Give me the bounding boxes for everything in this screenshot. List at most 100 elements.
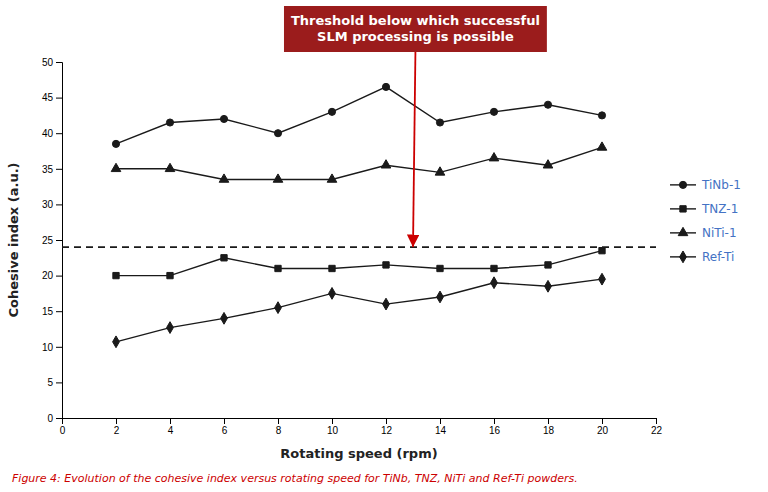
annotation-box [284,6,547,52]
series-point [329,288,336,300]
y-tick-label: 40 [42,128,54,139]
y-axis: 0 5 10 15 20 25 30 35 40 45 50 [42,57,63,424]
series-point [275,302,282,314]
annotation-arrow [413,52,415,247]
series-point [113,272,119,278]
y-tick-label: 0 [47,413,53,424]
y-tick-mark [56,418,62,419]
y-tick-mark [56,62,62,63]
y-tick-mark [56,240,62,241]
series-point [219,174,229,182]
x-axis-title: Rotating speed (rpm) [280,446,437,461]
series-point [383,262,389,268]
series-point [167,272,173,278]
legend-swatch-marker [679,181,686,188]
y-tick-mark [56,276,62,277]
annotation-text: Threshold below which successfulSLM proc… [291,13,540,44]
x-axis-line [63,419,657,425]
series-point [491,265,497,271]
x-tick-label: 4 [168,425,174,436]
series-point [599,248,605,254]
series-point [167,322,174,334]
legend-label: TiNb-1 [701,178,741,192]
y-tick: 35 [42,164,62,175]
series-point [490,108,497,115]
series-point [491,277,498,289]
y-tick: 50 [42,57,62,68]
y-tick-mark [56,382,62,383]
y-tick: 25 [42,235,62,246]
series-point [275,265,281,271]
legend-item: TiNb-1 [670,178,741,192]
x-tick: 4 [168,418,174,436]
series-point [436,119,443,126]
y-axis-line [56,63,63,419]
legend-item: TNZ-1 [670,202,738,216]
y-tick: 40 [42,128,62,139]
x-tick: 0 [60,418,66,436]
y-tick-mark [56,169,62,170]
x-tick: 10 [327,418,339,436]
x-tick-mark [602,418,603,424]
series-point [165,163,175,171]
x-tick-label: 8 [276,425,282,436]
y-tick-label: 5 [47,377,53,388]
series-point [221,255,227,261]
series-point [221,312,228,324]
x-tick: 6 [222,418,228,436]
series-point [274,130,281,137]
y-axis-title: Cohesive index (a.u.) [6,162,21,317]
y-tick: 20 [42,270,62,281]
y-tick-label: 10 [42,342,54,353]
y-tick-mark [56,204,62,205]
y-tick-label: 20 [42,270,54,281]
legend-label: NiTi-1 [702,226,737,240]
y-tick: 5 [47,377,62,388]
x-tick-label: 16 [489,425,501,436]
x-tick: 18 [543,418,555,436]
y-tick-label: 45 [42,92,54,103]
series-point [273,174,283,182]
y-tick: 15 [42,306,62,317]
x-tick-label: 20 [597,425,609,436]
y-tick: 30 [42,199,62,210]
x-tick-mark [278,418,279,424]
y-tick-label: 50 [42,57,54,68]
series-point [112,140,119,147]
x-tick: 12 [381,418,393,436]
x-tick-mark [548,418,549,424]
series-point [598,112,605,119]
x-tick-label: 10 [327,425,339,436]
series-point [437,265,443,271]
series-point [597,142,607,150]
series-line [116,279,602,342]
x-tick: 16 [489,418,501,436]
threshold-line [62,246,656,248]
series-point [328,108,335,115]
series-line [116,251,602,276]
x-tick: 22 [651,418,663,436]
y-tick: 45 [42,92,62,103]
series-point [545,280,552,292]
plot-area: 024681012141618202205101520253035404550 [42,57,663,436]
x-tick: 8 [276,418,282,436]
legend-label: TNZ-1 [701,202,738,216]
series-line [116,147,602,179]
x-tick: 20 [597,418,609,436]
x-tick-label: 2 [114,425,120,436]
series-point [381,160,391,168]
x-tick-label: 6 [222,425,228,436]
legend-swatch-marker [680,206,686,212]
x-tick-mark [440,418,441,424]
series-point [383,298,390,310]
series-point [435,167,445,175]
y-tick-label: 25 [42,235,54,246]
legend-item: NiTi-1 [670,226,737,240]
series-point [545,262,551,268]
annotation: Threshold below which successfulSLM proc… [284,6,547,247]
series-point [220,115,227,122]
x-tick: 2 [114,418,120,436]
y-tick-label: 35 [42,164,54,175]
chart: 024681012141618202205101520253035404550R… [0,0,768,492]
x-tick-label: 22 [651,425,663,436]
